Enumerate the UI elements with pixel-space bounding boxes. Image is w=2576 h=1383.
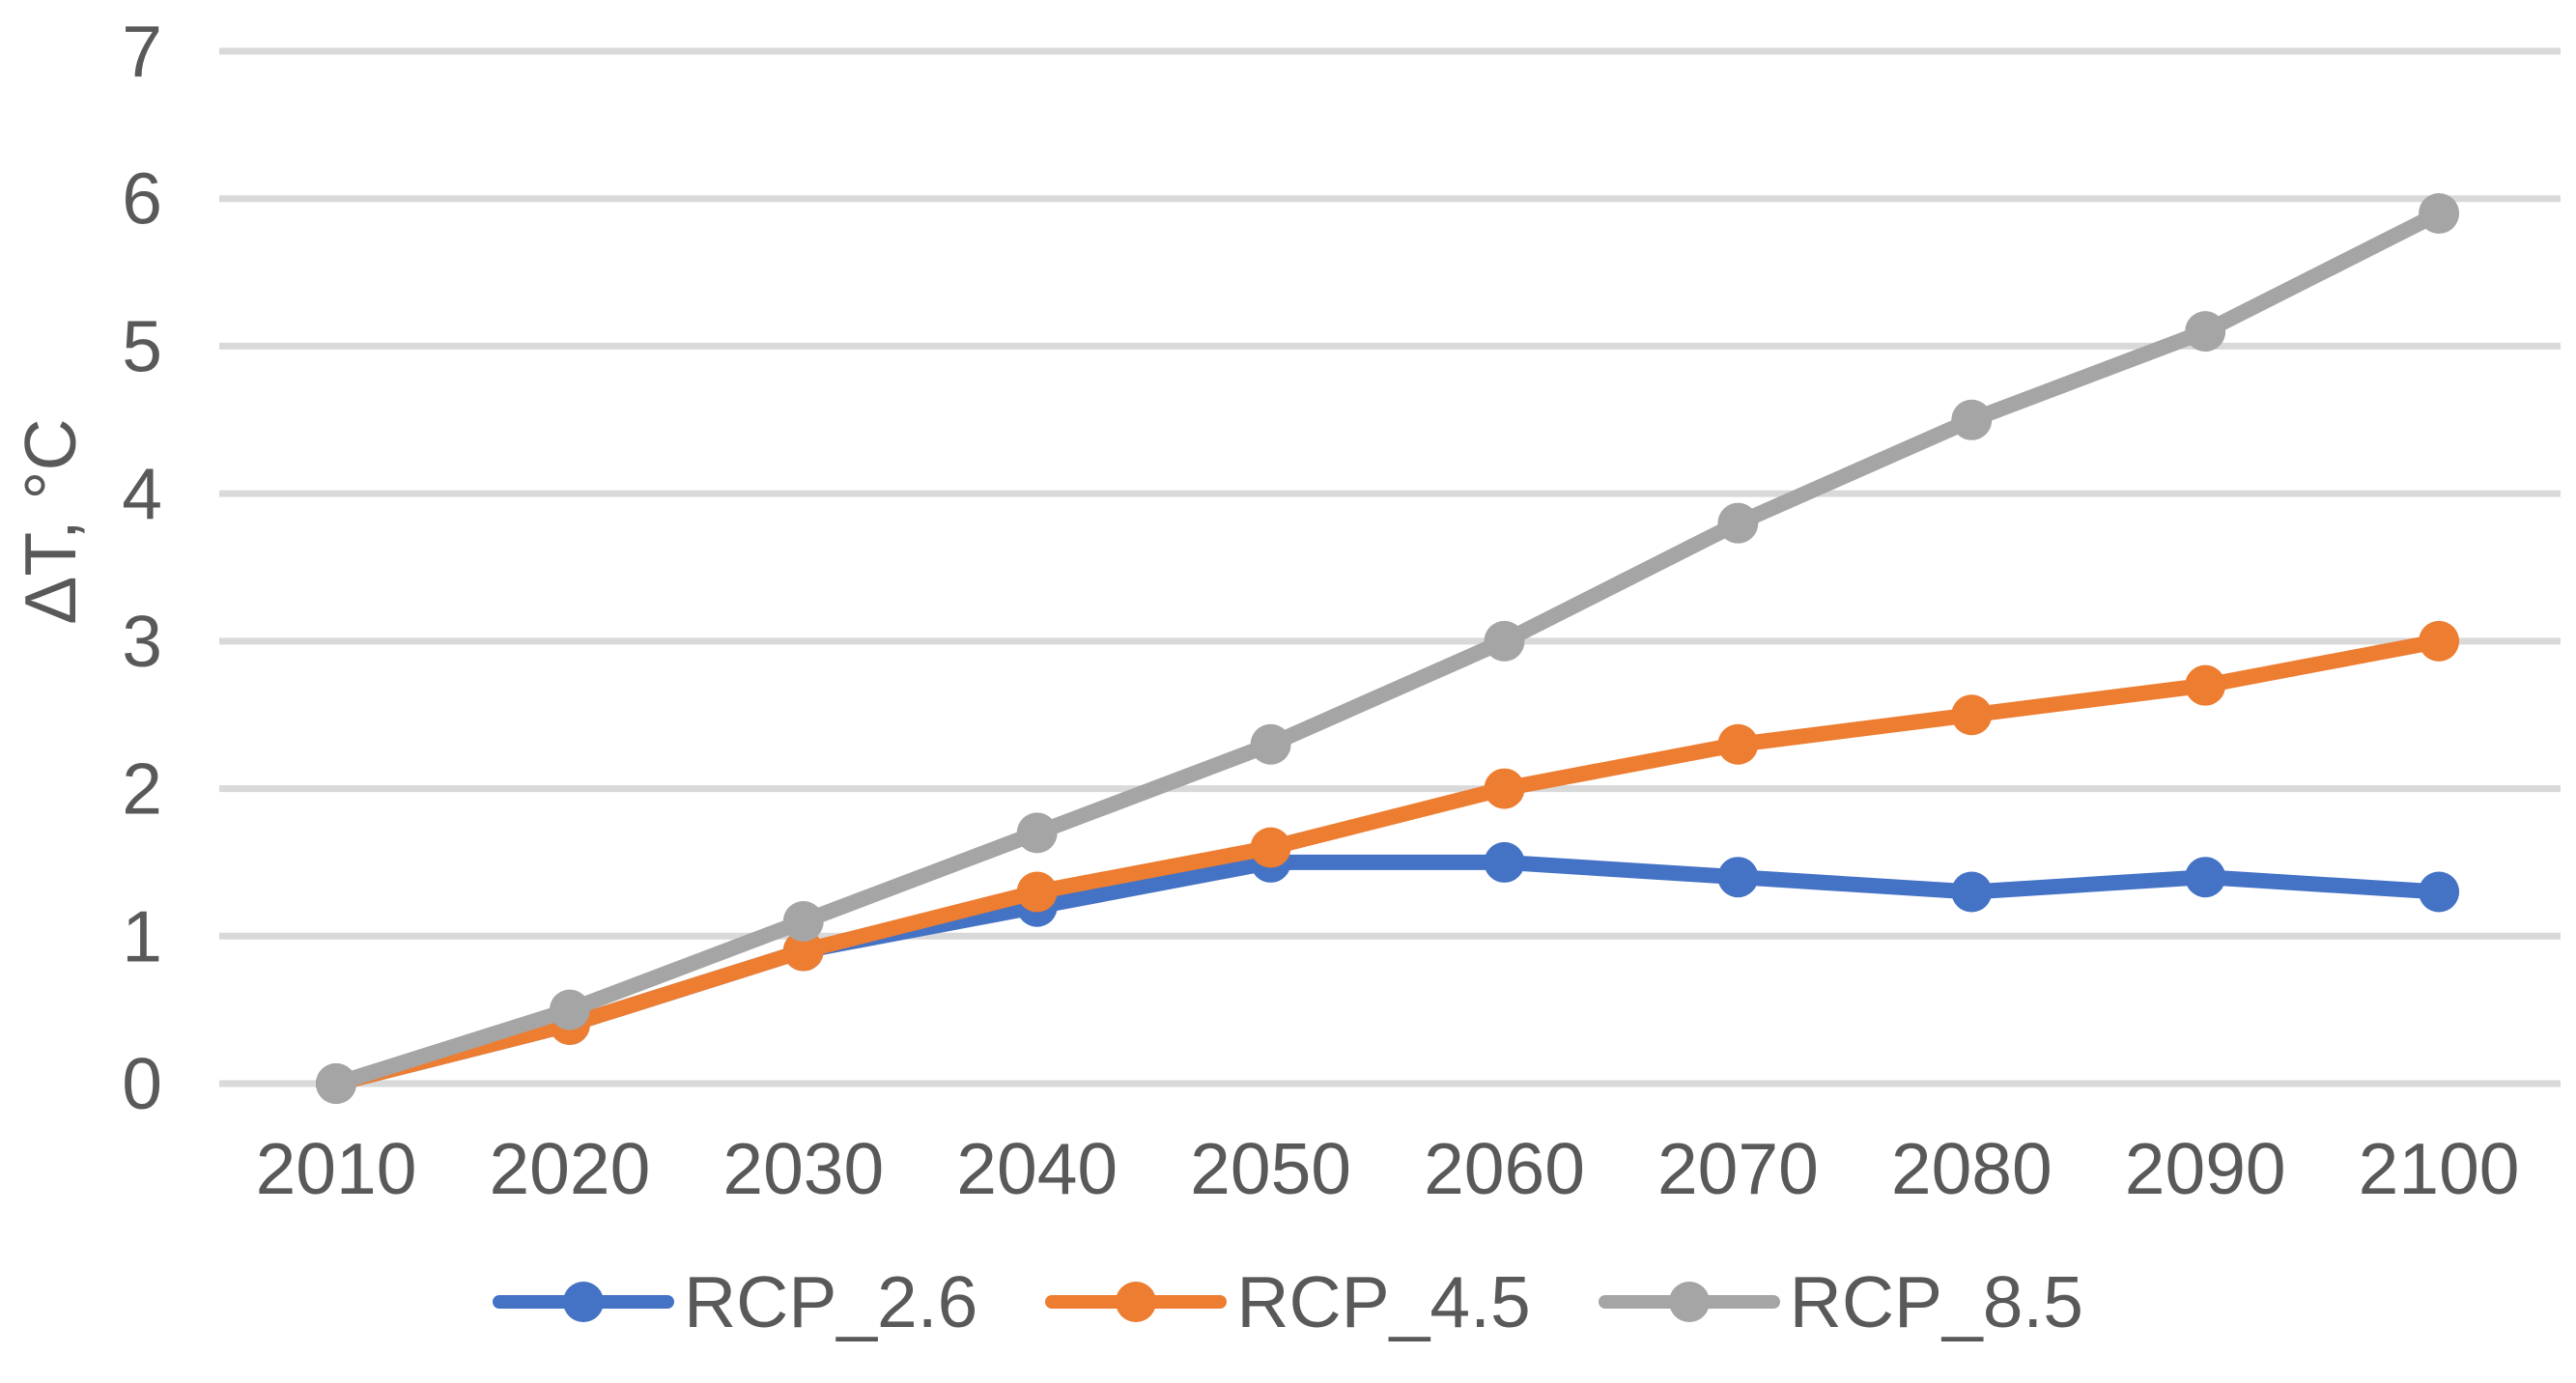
svg-text:4: 4 — [122, 453, 162, 534]
legend-line-marker-icon — [1045, 1282, 1228, 1322]
svg-text:5: 5 — [122, 305, 162, 386]
legend-label: RCP_4.5 — [1236, 1260, 1531, 1342]
legend-dot-icon — [1116, 1282, 1157, 1322]
legend-item-rcp-8-5: RCP_8.5 — [1598, 1260, 2083, 1342]
legend-label: RCP_8.5 — [1789, 1260, 2083, 1342]
svg-text:2010: 2010 — [256, 1128, 417, 1209]
svg-text:6: 6 — [122, 158, 162, 240]
series-lines — [316, 192, 2460, 1104]
legend-item-rcp-4-5: RCP_4.5 — [1045, 1260, 1531, 1342]
svg-text:2080: 2080 — [1891, 1128, 2052, 1209]
svg-text:2020: 2020 — [489, 1128, 650, 1209]
svg-text:1: 1 — [122, 895, 162, 976]
y-axis-title: ΔT, °C — [10, 418, 91, 624]
legend-dot-icon — [563, 1282, 604, 1322]
legend-line-marker-icon — [493, 1282, 674, 1322]
svg-text:2040: 2040 — [956, 1128, 1118, 1209]
y-axis-tick-labels: 0 1 2 3 4 5 6 7 — [122, 11, 162, 1124]
svg-text:7: 7 — [122, 11, 162, 92]
svg-text:0: 0 — [122, 1043, 162, 1124]
svg-text:2070: 2070 — [1657, 1128, 1819, 1209]
svg-text:2060: 2060 — [1424, 1128, 1585, 1209]
legend: RCP_2.6 RCP_4.5 RCP_8.5 — [0, 1252, 2576, 1352]
legend-line-marker-icon — [1598, 1282, 1780, 1322]
svg-text:2090: 2090 — [2125, 1128, 2286, 1209]
legend-label: RCP_2.6 — [684, 1260, 978, 1342]
svg-text:2050: 2050 — [1190, 1128, 1351, 1209]
gridlines — [219, 47, 2561, 1087]
svg-text:2030: 2030 — [722, 1128, 884, 1209]
svg-text:2100: 2100 — [2359, 1128, 2520, 1209]
x-axis-tick-labels: 2010 2020 2030 2040 2050 2060 2070 2080 2090 2100 — [256, 1128, 2520, 1209]
legend-dot-icon — [1668, 1282, 1710, 1322]
svg-text:2: 2 — [122, 748, 162, 830]
svg-text:3: 3 — [122, 601, 162, 682]
legend-item-rcp-2-6: RCP_2.6 — [493, 1260, 978, 1342]
